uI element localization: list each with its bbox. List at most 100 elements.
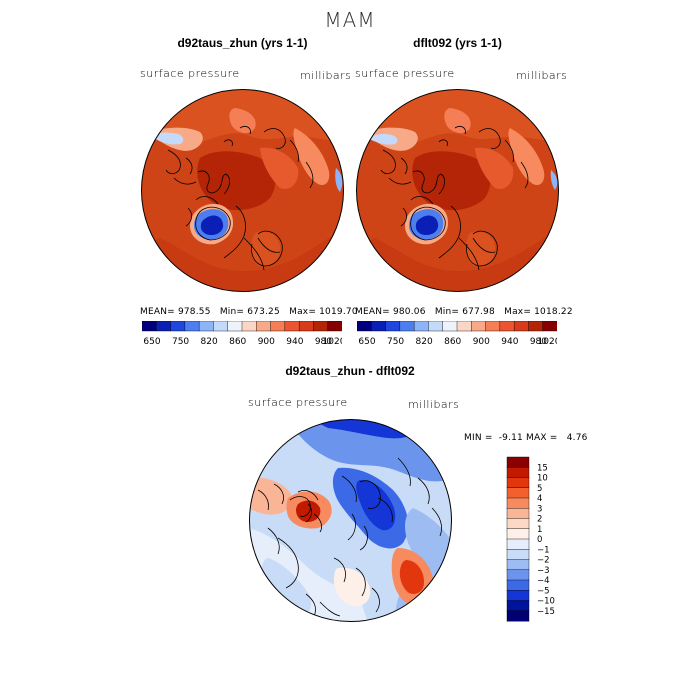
colorbar-swatch — [413, 321, 429, 332]
colorbar-swatch — [284, 321, 300, 332]
difference-colorbar-label: 2 — [537, 515, 542, 525]
colorbar-label: 940 — [286, 337, 303, 347]
panel-2-title: dflt092 (yrs 1-1) — [413, 36, 502, 50]
colorbar-swatch — [298, 321, 314, 332]
difference-colorbar-swatch — [506, 559, 530, 571]
map-boundary-difference — [249, 419, 452, 622]
colorbar-2: 650 750 820 860 900 940 9801020 — [357, 321, 557, 347]
colorbar-label: 940 — [501, 337, 518, 347]
panel-1-variable-label: surface pressure — [140, 67, 240, 80]
colorbar-1: 650 750 820 860 900 940 9801020 — [142, 321, 342, 347]
colorbar-swatch — [198, 321, 214, 332]
difference-colorbar-label: 4 — [537, 494, 542, 504]
colorbar-swatch — [513, 321, 529, 332]
colorbar-swatch — [184, 321, 200, 332]
difference-colorbar-label: −10 — [537, 597, 555, 607]
colorbar-swatch — [542, 321, 557, 332]
colorbar-swatch — [270, 321, 286, 332]
difference-colorbar-swatch — [506, 518, 530, 530]
colorbar-label: 750 — [172, 337, 189, 347]
colorbar-swatch — [170, 321, 186, 332]
colorbar-label: 860 — [444, 337, 461, 347]
panel-2-variable-label: surface pressure — [355, 67, 455, 80]
colorbar-swatch — [313, 321, 329, 332]
difference-colorbar-label: 3 — [537, 504, 542, 514]
difference-colorbar-label: 5 — [537, 484, 542, 494]
difference-variable-label: surface pressure — [248, 396, 348, 409]
main-title: MAM — [324, 8, 376, 32]
difference-colorbar-swatch — [506, 600, 530, 612]
difference-title: d92taus_zhun - dflt092 — [285, 364, 415, 378]
colorbar-swatch — [142, 321, 157, 332]
difference-colorbar-label: −5 — [537, 586, 550, 596]
coastlines-2 — [380, 126, 529, 271]
difference-colorbar-swatch — [506, 569, 530, 581]
colorbar-swatch — [385, 321, 401, 332]
difference-colorbar-swatch — [506, 528, 530, 540]
colorbar-label: 650 — [143, 337, 160, 347]
difference-colorbar-swatch — [506, 590, 530, 602]
colorbar-swatch — [399, 321, 415, 332]
pressure-field-1 — [141, 89, 344, 292]
colorbar-swatch — [471, 321, 487, 332]
polar-map-difference — [249, 419, 452, 622]
difference-colorbar-label: 10 — [537, 474, 548, 484]
difference-colorbar-swatch — [506, 487, 530, 499]
difference-colorbar-swatch — [506, 549, 530, 561]
map-boundary-2 — [356, 89, 559, 292]
pressure-field-2 — [356, 89, 559, 292]
colorbar-swatch — [357, 321, 372, 332]
difference-colorbar-swatch — [506, 477, 530, 489]
difference-units-label: millibars — [408, 398, 460, 411]
colorbar-swatch — [156, 321, 172, 332]
difference-colorbar-label: 15 — [537, 463, 548, 473]
difference-minmax: MIN = -9.11 MAX = 4.76 — [464, 433, 588, 443]
difference-colorbar-swatch — [506, 579, 530, 591]
colorbar-swatch — [241, 321, 257, 332]
colorbar-label: 980 — [530, 337, 547, 347]
polar-map-1 — [141, 89, 344, 292]
colorbar-label: 650 — [358, 337, 375, 347]
difference-colorbar-label: −3 — [537, 566, 550, 576]
difference-colorbar-swatch — [506, 538, 530, 550]
difference-colorbar-label: −1 — [537, 545, 550, 555]
difference-colorbar-swatch — [506, 508, 530, 520]
colorbar-label: 820 — [416, 337, 433, 347]
difference-colorbar-swatch — [506, 497, 530, 509]
panel-1-stats: MEAN= 978.55 Min= 673.25 Max= 1019.70 — [140, 307, 358, 317]
difference-colorbar-label: 0 — [537, 535, 542, 545]
colorbar-swatch — [227, 321, 243, 332]
colorbar-label: 820 — [201, 337, 218, 347]
colorbar-label: 1020 — [323, 337, 342, 347]
colorbar-swatch — [428, 321, 444, 332]
colorbar-swatch — [442, 321, 458, 332]
panel-1-units-label: millibars — [300, 69, 352, 82]
difference-colorbar-label: 1 — [537, 525, 542, 535]
difference-colorbar-swatch — [506, 467, 530, 479]
colorbar-swatch — [528, 321, 544, 332]
colorbar-label: 900 — [258, 337, 275, 347]
coastlines-1 — [165, 126, 314, 271]
difference-colorbar-swatch — [506, 456, 530, 468]
panel-2-units-label: millibars — [516, 69, 568, 82]
colorbar-label: 900 — [473, 337, 490, 347]
difference-colorbar-label: −15 — [537, 607, 555, 617]
difference-colorbar-label: −4 — [537, 576, 550, 586]
colorbar-swatch — [456, 321, 472, 332]
colorbar-label: 980 — [315, 337, 332, 347]
colorbar-swatch — [256, 321, 272, 332]
panel-2-stats: MEAN= 980.06 Min= 677.98 Max= 1018.22 — [355, 307, 573, 317]
colorbar-swatch — [371, 321, 387, 332]
coastlines-difference — [257, 457, 442, 617]
polar-map-2 — [356, 89, 559, 292]
colorbar-swatch — [499, 321, 515, 332]
colorbar-swatch — [485, 321, 501, 332]
difference-colorbar-label: −2 — [537, 556, 550, 566]
colorbar-swatch — [213, 321, 229, 332]
map-boundary-1 — [141, 89, 344, 292]
colorbar-label: 860 — [229, 337, 246, 347]
colorbar-swatch — [327, 321, 342, 332]
colorbar-label: 1020 — [538, 337, 557, 347]
difference-colorbar-swatch — [506, 610, 530, 622]
